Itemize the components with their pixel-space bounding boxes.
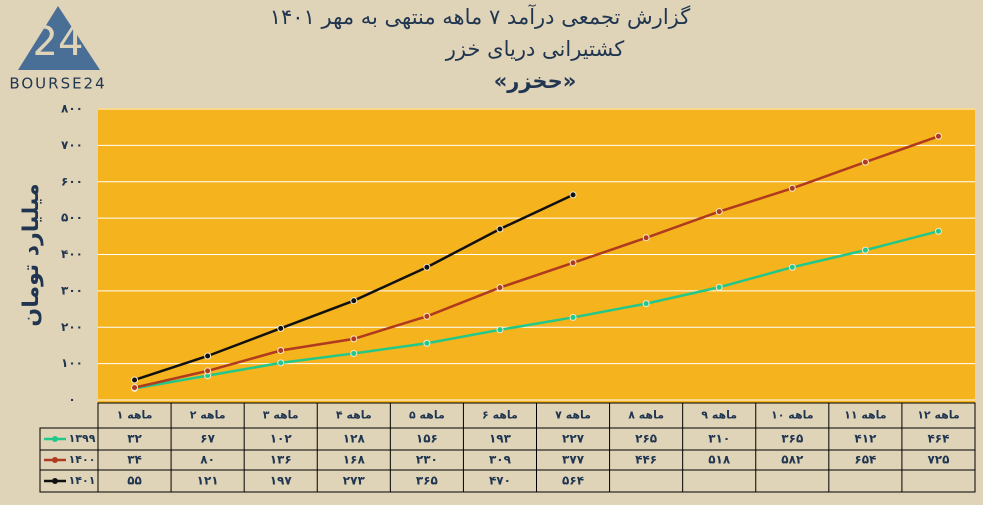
point xyxy=(934,227,942,235)
table-value: ۱۲۱ xyxy=(197,474,219,488)
y-tick-label: ۱۰۰ xyxy=(61,356,83,370)
x-tick-label: ۲ ماهه xyxy=(190,409,226,422)
point xyxy=(715,208,723,216)
point xyxy=(131,376,139,384)
legend-marker xyxy=(52,436,58,442)
point xyxy=(934,132,942,140)
x-tick-label: ۱۰ ماهه xyxy=(771,409,814,422)
table-value: ۶۷ xyxy=(200,432,215,446)
table-value: ۵۸۲ xyxy=(781,453,804,467)
table-value: ۳۶۵ xyxy=(781,432,803,446)
x-tick-label: ۱ ماهه xyxy=(117,409,153,422)
table-value: ۲۳۰ xyxy=(416,453,438,467)
y-tick-label: ۶۰۰ xyxy=(61,174,83,188)
table-value: ۷۲۵ xyxy=(927,453,949,467)
y-tick-label: ۷۰۰ xyxy=(61,138,83,152)
point xyxy=(350,349,358,357)
x-tick-label: ۶ ماهه xyxy=(482,409,518,422)
x-tick-label: ۱۱ ماهه xyxy=(844,409,887,422)
point xyxy=(496,326,504,334)
legend-marker xyxy=(52,478,58,484)
table-value: ۲۷۳ xyxy=(343,474,366,488)
legend-label: ۱۴۰۰ xyxy=(69,453,96,466)
logo-shape xyxy=(18,6,100,70)
logo-mark: 24 xyxy=(33,19,84,65)
logo-text: BOURSE24 xyxy=(9,75,106,93)
chart-title: گزارش تجمعی درآمد ۷ ماهه منتهی به مهر ۱۴… xyxy=(270,4,691,29)
table-value: ۱۹۳ xyxy=(489,432,512,446)
y-tick-label: ۲۰۰ xyxy=(61,320,83,334)
point xyxy=(350,335,358,343)
point xyxy=(788,184,796,192)
table-value: ۳۷۷ xyxy=(562,453,585,467)
table-value: ۲۶۵ xyxy=(635,432,657,446)
x-tick-label: ۹ ماهه xyxy=(701,409,737,422)
y-tick-label: ۸۰۰ xyxy=(61,102,83,116)
point xyxy=(423,339,431,347)
table-value: ۳۰۹ xyxy=(489,453,512,467)
table-value: ۸۰ xyxy=(200,453,215,467)
series-line xyxy=(134,135,939,389)
point xyxy=(204,352,212,360)
ticker: «حخزر» xyxy=(494,69,577,93)
table-value: ۳۱۰ xyxy=(708,432,730,446)
point xyxy=(569,313,577,321)
point xyxy=(642,234,650,242)
table-value: ۵۵ xyxy=(127,474,142,488)
point xyxy=(423,263,431,271)
x-tick-label: ۷ ماهه xyxy=(555,409,591,422)
table-value: ۴۶۴ xyxy=(927,432,949,446)
table-value: ۳۶۵ xyxy=(416,474,438,488)
x-tick-label: ۸ ماهه xyxy=(628,409,664,422)
table-value: ۴۱۲ xyxy=(854,432,877,446)
table-value: ۶۵۴ xyxy=(854,453,876,467)
table-value: ۳۲ xyxy=(127,432,142,446)
y-axis-label: میلیارد تومان xyxy=(19,183,44,326)
point xyxy=(569,259,577,267)
point xyxy=(131,384,139,392)
plot-area xyxy=(98,108,975,403)
point xyxy=(277,347,285,355)
table-bg xyxy=(39,427,976,493)
legend-marker xyxy=(52,457,58,463)
table-value: ۴۴۶ xyxy=(635,453,657,467)
point xyxy=(277,359,285,367)
legend-label: ۱۴۰۱ xyxy=(69,474,96,487)
series-line xyxy=(134,230,939,390)
point xyxy=(350,297,358,305)
x-tick-label: ۴ ماهه xyxy=(336,409,372,422)
x-tick-label: ۵ ماهه xyxy=(409,409,445,422)
point xyxy=(569,191,577,199)
chart-subtitle: کشتیرانی دریای خزر xyxy=(445,37,624,61)
table-value: ۳۴ xyxy=(127,453,142,467)
table-value: ۵۶۴ xyxy=(562,474,584,488)
y-tick-label: ۳۰۰ xyxy=(61,283,83,297)
point xyxy=(788,263,796,271)
point xyxy=(642,300,650,308)
table-value: ۱۰۲ xyxy=(270,432,293,446)
legend-label: ۱۳۹۹ xyxy=(69,432,96,445)
point xyxy=(423,312,431,320)
table-value: ۱۵۶ xyxy=(416,432,438,446)
point xyxy=(496,225,504,233)
point xyxy=(204,367,212,375)
y-tick-label: ۰ xyxy=(68,393,75,407)
y-tick-label: ۵۰۰ xyxy=(61,211,83,225)
table-value: ۱۳۶ xyxy=(270,453,292,467)
table-value: ۱۹۷ xyxy=(270,474,293,488)
point xyxy=(861,246,869,254)
table-value: ۴۷۰ xyxy=(489,474,511,488)
table-value: ۱۲۸ xyxy=(343,432,366,446)
x-tick-label: ۱۲ ماهه xyxy=(917,409,960,422)
y-tick-label: ۴۰۰ xyxy=(61,247,83,261)
table-value: ۲۲۷ xyxy=(562,432,585,446)
table-value: ۵۱۸ xyxy=(708,453,731,467)
table-value: ۱۶۸ xyxy=(343,453,366,467)
point xyxy=(277,324,285,332)
point xyxy=(861,158,869,166)
point xyxy=(715,283,723,291)
x-tick-label: ۳ ماهه xyxy=(263,409,299,422)
point xyxy=(496,284,504,292)
